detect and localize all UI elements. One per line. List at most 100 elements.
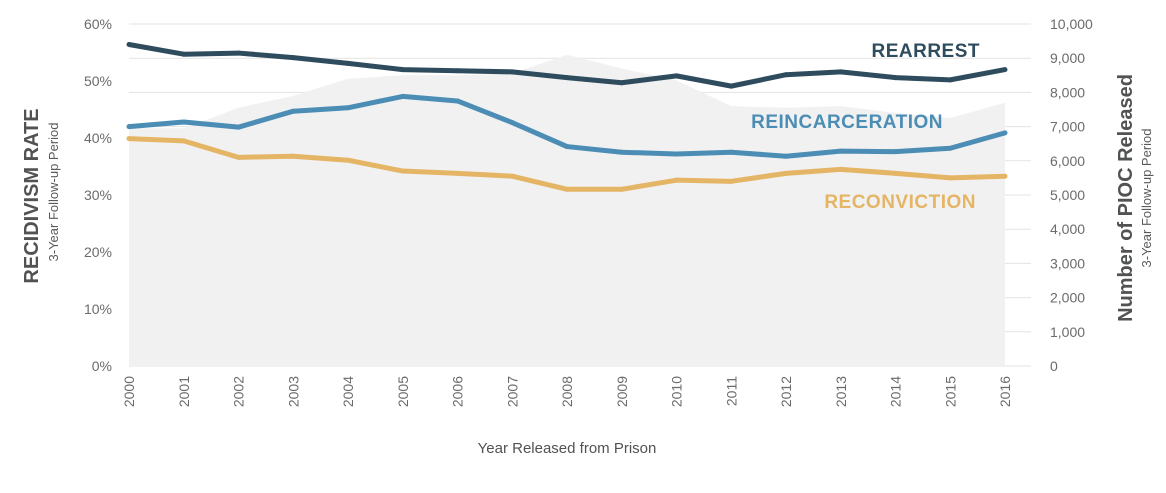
point-rearrest: [893, 75, 898, 81]
x-tick-label: 2010: [669, 376, 685, 407]
right-tick-label: 10,000: [1050, 16, 1093, 32]
point-reconviction: [783, 170, 789, 176]
left-axis-title: RECIDIVISM RATE: [21, 108, 43, 283]
right-axis-subtitle: 3-Year Follow-up Period: [1139, 129, 1154, 268]
x-tick-label: 2011: [723, 376, 739, 406]
point-reincarceration: [509, 120, 515, 126]
x-axis-ticks: 2000 2001 2002 2003 2004 2005 2006 2007 2008 2009…: [121, 376, 1013, 407]
point-reincarceration: [181, 119, 187, 125]
right-axis-title: Number of PIOC Released: [1115, 74, 1137, 322]
point-reconviction: [619, 186, 625, 192]
left-tick-label: 60%: [84, 16, 112, 32]
point-reconviction: [674, 177, 679, 183]
point-reincarceration: [1002, 130, 1008, 136]
right-axis-ticks: 0 1,000 2,000 3,000 4,000 5,000 6,000 7,000 8,00…: [1050, 16, 1093, 374]
point-reincarceration: [345, 105, 351, 111]
point-reincarceration: [455, 98, 460, 104]
point-reconviction: [181, 138, 187, 144]
left-tick-label: 20%: [84, 244, 112, 260]
right-tick-label: 2,000: [1050, 290, 1085, 306]
point-reconviction: [728, 178, 734, 184]
right-tick-label: 5,000: [1050, 187, 1085, 203]
point-reincarceration: [564, 144, 570, 150]
x-tick-label: 2003: [285, 376, 301, 407]
point-rearrest: [509, 69, 515, 75]
x-tick-label: 2007: [504, 376, 520, 407]
x-tick-label: 2015: [942, 376, 958, 407]
point-reconviction: [509, 173, 515, 179]
left-tick-label: 10%: [84, 301, 112, 317]
left-tick-label: 50%: [84, 73, 112, 89]
point-reconviction: [564, 186, 570, 192]
x-tick-label: 2001: [176, 376, 192, 407]
right-tick-label: 0: [1050, 358, 1058, 374]
point-reincarceration: [947, 145, 953, 151]
point-reincarceration: [619, 149, 625, 155]
released-area: [129, 54, 1005, 366]
point-rearrest: [619, 80, 625, 86]
right-tick-label: 3,000: [1050, 255, 1085, 271]
series-lines: [126, 42, 1008, 192]
point-reconviction: [838, 166, 844, 172]
x-tick-label: 2008: [559, 376, 575, 407]
point-reconviction: [1002, 173, 1008, 179]
point-reincarceration: [838, 148, 844, 154]
point-reconviction: [947, 175, 953, 181]
left-tick-label: 40%: [84, 130, 112, 146]
point-rearrest: [674, 73, 679, 79]
x-tick-label: 2000: [121, 376, 137, 407]
x-tick-label: 2012: [778, 376, 794, 407]
point-reincarceration: [893, 149, 898, 155]
series-label-reincarceration: REINCARCERATION: [751, 112, 943, 133]
x-tick-label: 2004: [340, 376, 356, 407]
point-rearrest: [1002, 67, 1008, 73]
point-reincarceration: [728, 149, 734, 155]
point-rearrest: [400, 67, 406, 73]
point-reconviction: [126, 136, 132, 142]
point-rearrest: [236, 50, 241, 56]
point-reconviction: [290, 153, 296, 159]
point-reincarceration: [674, 151, 679, 157]
point-reconviction: [455, 170, 460, 176]
point-reconviction: [400, 168, 406, 174]
x-tick-label: 2002: [231, 376, 247, 407]
point-reincarceration: [126, 124, 132, 130]
point-rearrest: [290, 55, 296, 61]
series-label-rearrest: REARREST: [871, 41, 980, 62]
x-tick-label: 2009: [614, 376, 630, 407]
point-rearrest: [345, 60, 351, 66]
x-tick-label: 2014: [888, 376, 904, 407]
left-axis-ticks: 0% 10% 20% 30% 40% 50% 60%: [84, 16, 112, 374]
point-reconviction: [236, 154, 241, 160]
left-tick-label: 30%: [84, 187, 112, 203]
right-tick-label: 1,000: [1050, 324, 1085, 340]
point-rearrest: [728, 83, 734, 89]
point-rearrest: [564, 75, 570, 81]
point-rearrest: [455, 68, 460, 74]
point-reincarceration: [783, 153, 789, 159]
point-rearrest: [783, 72, 789, 78]
point-rearrest: [947, 77, 953, 83]
point-reincarceration: [236, 124, 241, 130]
point-rearrest: [838, 69, 844, 75]
right-tick-label: 9,000: [1050, 50, 1085, 66]
left-axis-subtitle: 3-Year Follow-up Period: [46, 123, 61, 262]
series-label-reconviction: RECONVICTION: [824, 192, 976, 213]
x-axis-title: Year Released from Prison: [478, 440, 657, 457]
x-tick-label: 2006: [450, 376, 466, 407]
left-tick-label: 0%: [92, 358, 112, 374]
x-tick-label: 2005: [395, 376, 411, 407]
x-tick-label: 2016: [997, 376, 1013, 407]
x-tick-label: 2013: [833, 376, 849, 407]
point-rearrest: [126, 42, 132, 48]
right-tick-label: 7,000: [1050, 119, 1085, 135]
right-tick-label: 6,000: [1050, 153, 1085, 169]
right-tick-label: 8,000: [1050, 84, 1085, 100]
released-area-shape: [129, 54, 1005, 366]
point-reconviction: [345, 157, 351, 163]
point-reincarceration: [400, 93, 406, 99]
point-reconviction: [893, 170, 898, 176]
right-tick-label: 4,000: [1050, 221, 1085, 237]
point-rearrest: [181, 51, 187, 57]
